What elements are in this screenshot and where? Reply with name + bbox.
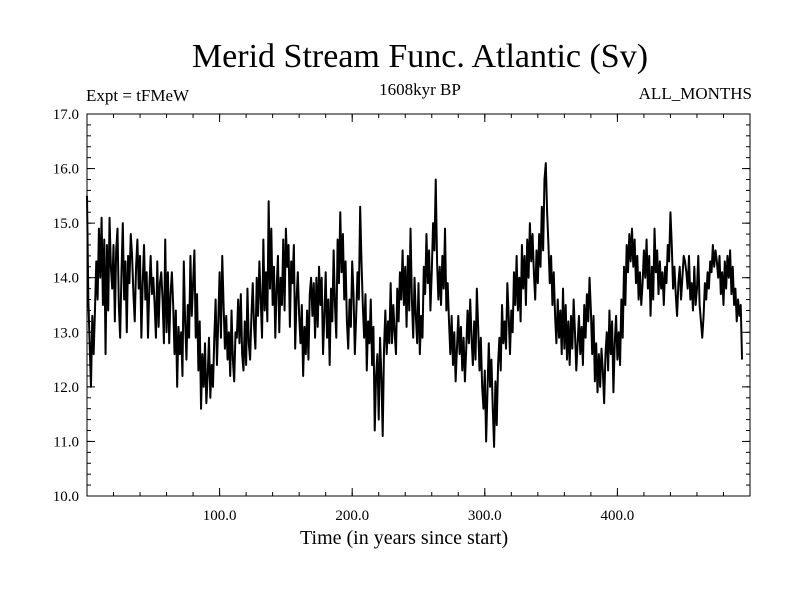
- y-tick-label: 14.0: [53, 271, 79, 287]
- y-tick-label: 17.0: [53, 107, 79, 123]
- experiment-label: Expt = tFMeW: [86, 86, 190, 105]
- x-tick-label: 100.0: [203, 508, 237, 524]
- y-tick-label: 16.0: [53, 162, 79, 178]
- y-tick-label: 11.0: [53, 434, 79, 450]
- x-tick-label: 400.0: [601, 508, 635, 524]
- chart-subtitle: 1608kyr BP: [379, 80, 461, 99]
- chart-title: Merid Stream Func. Atlantic (Sv): [191, 38, 649, 75]
- series-layer: [86, 162, 744, 448]
- y-tick-label: 10.0: [53, 489, 79, 505]
- months-label: ALL_MONTHS: [638, 84, 752, 103]
- x-axis-label: Time (in years since start): [300, 527, 509, 549]
- x-tick-label: 200.0: [335, 508, 369, 524]
- series-line-amoc: [86, 162, 744, 448]
- axis-ticks: 10.0 11.0 12.0 13.0 14.0 15.0 16.0 17.0 100.0 200…: [53, 107, 750, 524]
- y-tick-label: 12.0: [53, 380, 79, 396]
- y-tick-label: 15.0: [53, 216, 79, 232]
- x-tick-label: 300.0: [468, 508, 502, 524]
- plot-frame: [86, 113, 751, 497]
- y-tick-label: 13.0: [53, 325, 79, 341]
